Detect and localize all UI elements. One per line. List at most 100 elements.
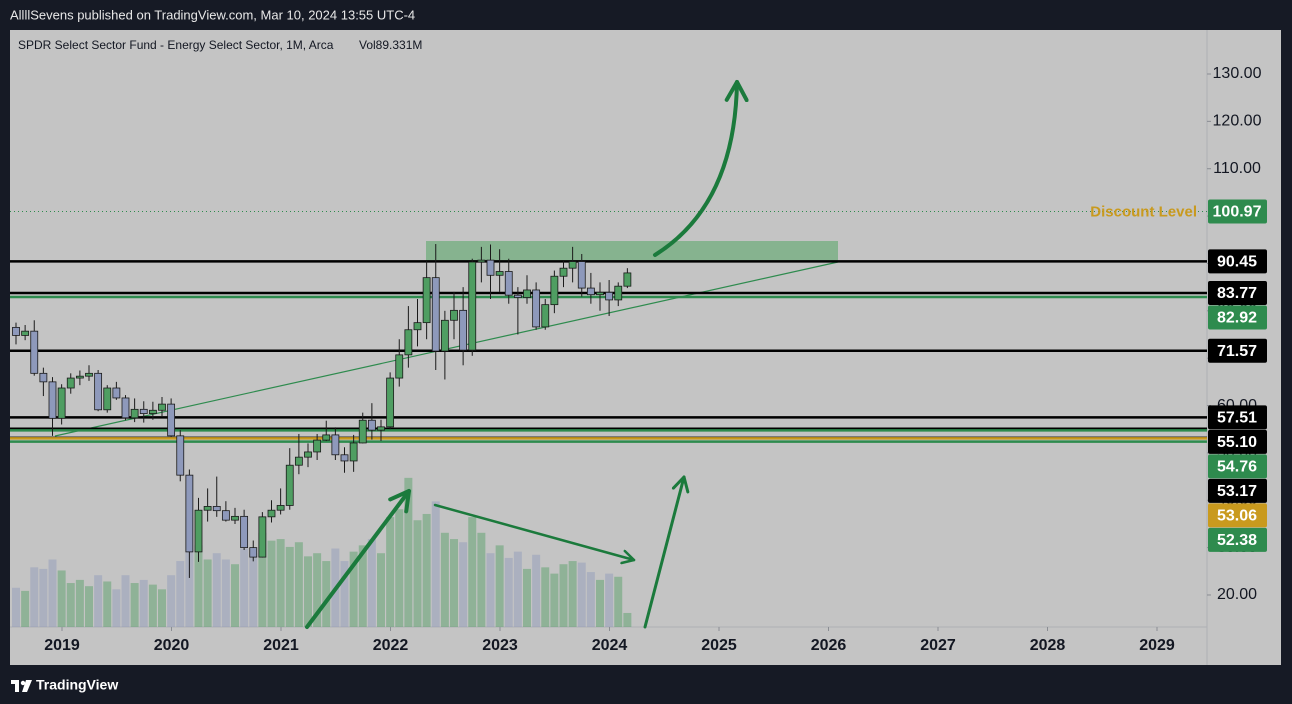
candle-body [568, 261, 577, 269]
price-label: 53.06 [1217, 508, 1257, 525]
candle-body [623, 272, 632, 287]
price-label: 71.57 [1217, 343, 1257, 360]
candle-body [486, 259, 495, 276]
price-label-box [1208, 429, 1267, 454]
candle-body [349, 442, 358, 462]
volume-bar [377, 553, 385, 627]
volume-bar [313, 553, 322, 627]
candle-body [440, 319, 449, 352]
x-tick-label: 2025 [701, 637, 737, 654]
candle-body [194, 509, 203, 553]
candle-body [304, 451, 312, 458]
candle-body [249, 547, 258, 558]
volume-bar [249, 553, 258, 627]
candle-body [85, 372, 93, 377]
candle-body [513, 294, 522, 298]
volume-bar [130, 583, 139, 627]
price-label: 100.97 [1213, 204, 1262, 221]
volume-bar [285, 546, 294, 627]
volume-bar [276, 539, 285, 627]
volume-bar [559, 564, 568, 627]
price-label-box [1208, 249, 1267, 274]
price-label: 90.45 [1217, 254, 1257, 271]
volume-bar [121, 575, 130, 627]
volume-bar [450, 539, 458, 627]
candle-body [231, 515, 239, 521]
price-label: 57.51 [1217, 410, 1257, 427]
volume-bar [66, 583, 75, 627]
candle-body [404, 329, 413, 356]
candle-body [57, 387, 66, 419]
logo-mark [22, 680, 32, 692]
candle-body [258, 516, 267, 558]
candle-body [66, 377, 75, 389]
price-label-box [1208, 478, 1267, 503]
candle-body [148, 409, 157, 414]
candle-body [285, 464, 294, 506]
arrows [305, 80, 749, 629]
candle-body [103, 387, 112, 411]
price-label: 55.10 [1217, 434, 1257, 451]
volume-bar [267, 540, 276, 627]
volume-pane [12, 477, 632, 627]
volume-bar [586, 572, 595, 627]
price-label-box [1208, 503, 1267, 528]
candle-body [559, 267, 568, 277]
supply-zone [426, 241, 838, 262]
price-label: 82.92 [1217, 310, 1257, 327]
candle-body [523, 289, 531, 298]
arrow-up-right [643, 475, 690, 629]
volume-bar [614, 576, 623, 627]
x-tick-label: 2027 [920, 637, 956, 654]
volume-bar [532, 554, 541, 627]
candle-body [495, 271, 504, 276]
chart-panel [10, 30, 1281, 665]
price-label-box [1208, 454, 1267, 479]
candle-body [185, 474, 194, 553]
volume-bar [386, 517, 395, 627]
price-label-box [1208, 305, 1267, 330]
arrow-up-curve [653, 80, 749, 257]
x-tick-label: 2022 [373, 637, 409, 654]
candle-body [12, 326, 20, 336]
candle-body [176, 435, 185, 476]
candle-body [276, 505, 285, 511]
x-tick-label: 2024 [592, 637, 628, 654]
price-labels: 100.97 Discount Level 90.45 83.77 82.92 71.57… [1090, 199, 1267, 552]
volume-bar [304, 556, 312, 627]
volume-bar [367, 539, 376, 627]
volume-bar [194, 545, 203, 627]
candle-body [48, 381, 57, 419]
brand: TradingView [36, 677, 118, 693]
volume-bar [504, 557, 513, 627]
volume-bar [523, 568, 531, 627]
volume-bar [459, 542, 468, 627]
candle-body [358, 419, 367, 444]
candle-body [367, 419, 376, 431]
volume-bar [294, 542, 303, 627]
candle-body [450, 309, 458, 321]
volume-bar [158, 589, 166, 627]
candle-body [431, 277, 440, 352]
candle-body [267, 509, 276, 518]
volume-bar [568, 561, 577, 627]
volume-bar [39, 568, 48, 627]
x-tick-label: 2028 [1030, 637, 1066, 654]
candle-body [158, 403, 166, 411]
candle-body [313, 439, 322, 453]
volume-bar [176, 561, 185, 627]
volume-bar [148, 584, 157, 627]
logo-mark [20, 680, 26, 686]
footer: TradingView [11, 677, 118, 693]
candle-body [94, 372, 103, 411]
candle-body [203, 506, 212, 511]
candle-body [413, 322, 422, 331]
x-tick-label: 2026 [811, 637, 847, 654]
candle-body [577, 261, 586, 289]
candle-body [477, 259, 486, 263]
volume-bar [167, 575, 176, 627]
candle-body [221, 510, 230, 521]
candle-body [532, 289, 541, 328]
volume-bar [358, 545, 367, 627]
